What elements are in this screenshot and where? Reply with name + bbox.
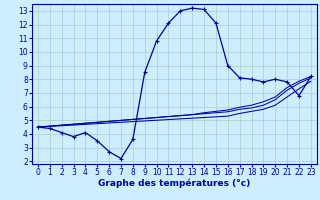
X-axis label: Graphe des températures (°c): Graphe des températures (°c)	[98, 179, 251, 188]
